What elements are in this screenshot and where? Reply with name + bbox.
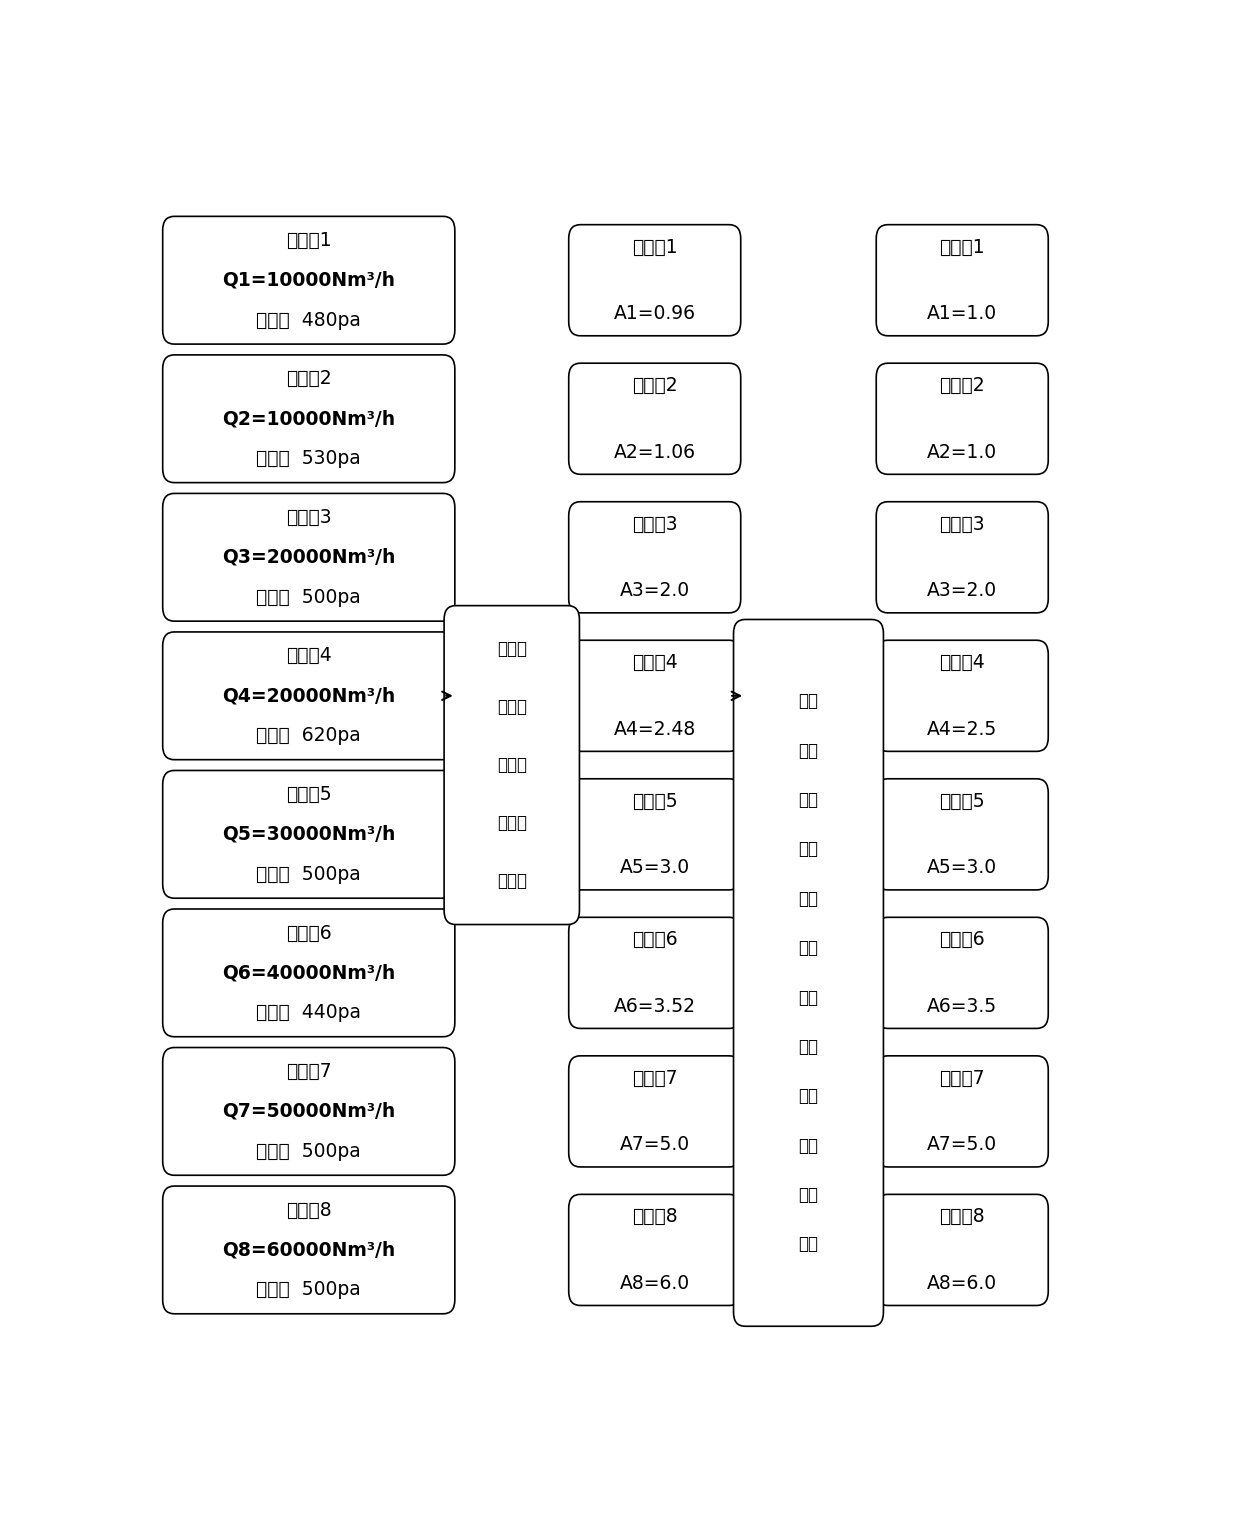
FancyBboxPatch shape (569, 501, 740, 614)
FancyBboxPatch shape (162, 909, 455, 1036)
Text: 排放点4: 排放点4 (632, 653, 677, 673)
FancyBboxPatch shape (734, 620, 883, 1326)
FancyBboxPatch shape (877, 1194, 1048, 1306)
Text: 风压：  440pa: 风压： 440pa (257, 1003, 361, 1023)
FancyBboxPatch shape (569, 1194, 740, 1306)
Text: 排放点5: 排放点5 (940, 792, 985, 811)
FancyBboxPatch shape (877, 224, 1048, 336)
FancyBboxPatch shape (569, 779, 740, 889)
FancyBboxPatch shape (162, 355, 455, 483)
Text: 排放点3: 排放点3 (286, 508, 331, 527)
Text: 排放点5: 排放点5 (632, 792, 677, 811)
Text: Q7=50000Nm³/h: Q7=50000Nm³/h (222, 1101, 396, 1121)
Text: 排放点8: 排放点8 (940, 1207, 985, 1226)
Text: A5=3.0: A5=3.0 (620, 857, 689, 877)
Text: 参数: 参数 (799, 1186, 818, 1204)
Text: 确度: 确度 (799, 989, 818, 1006)
FancyBboxPatch shape (877, 1056, 1048, 1167)
Text: 风压：  480pa: 风压： 480pa (257, 311, 361, 330)
Text: 排放点1: 排放点1 (286, 230, 331, 250)
Text: 排放点4: 排放点4 (286, 647, 331, 665)
Text: 排放点6: 排放点6 (632, 930, 677, 948)
FancyBboxPatch shape (569, 917, 740, 1029)
Text: 排放点2: 排放点2 (286, 370, 331, 388)
Text: 后等比: 后等比 (497, 814, 527, 832)
FancyBboxPatch shape (162, 1047, 455, 1176)
Text: 排放点2: 排放点2 (632, 376, 677, 395)
Text: 求，: 求， (799, 1088, 818, 1106)
Text: 对系: 对系 (799, 841, 818, 859)
FancyBboxPatch shape (444, 606, 579, 924)
FancyBboxPatch shape (569, 224, 740, 336)
Text: A8=6.0: A8=6.0 (928, 1274, 997, 1292)
Text: Q8=60000Nm³/h: Q8=60000Nm³/h (222, 1241, 396, 1259)
Text: Q4=20000Nm³/h: Q4=20000Nm³/h (222, 686, 396, 706)
Text: 排放点7: 排放点7 (940, 1068, 985, 1088)
FancyBboxPatch shape (877, 917, 1048, 1029)
Text: 风压：  500pa: 风压： 500pa (257, 1280, 361, 1300)
Text: A2=1.06: A2=1.06 (614, 442, 696, 462)
Text: 排放点2: 排放点2 (940, 376, 985, 395)
Text: A7=5.0: A7=5.0 (620, 1135, 689, 1154)
FancyBboxPatch shape (569, 364, 740, 474)
Text: Q5=30000Nm³/h: Q5=30000Nm³/h (222, 824, 396, 844)
Text: 排放点8: 排放点8 (632, 1207, 677, 1226)
Text: 排放点7: 排放点7 (632, 1068, 677, 1088)
Text: 排放点4: 排放点4 (940, 653, 985, 673)
Text: 工况: 工况 (799, 791, 818, 809)
Text: 排放点6: 排放点6 (286, 924, 331, 942)
Text: A5=3.0: A5=3.0 (928, 857, 997, 877)
Text: 风压：  500pa: 风压： 500pa (257, 588, 361, 606)
Text: 排放点7: 排放点7 (286, 1062, 331, 1082)
Text: 排放点1: 排放点1 (632, 238, 677, 256)
Text: 风压：  500pa: 风压： 500pa (257, 865, 361, 883)
Text: 排放点6: 排放点6 (940, 930, 985, 948)
Text: A1=1.0: A1=1.0 (928, 305, 997, 323)
Text: 排放点5: 排放点5 (286, 785, 331, 804)
FancyBboxPatch shape (569, 1056, 740, 1167)
Text: 风压：  620pa: 风压： 620pa (257, 726, 361, 745)
Text: A6=3.5: A6=3.5 (928, 997, 997, 1015)
Text: 统参: 统参 (799, 889, 818, 907)
Text: 排放点3: 排放点3 (632, 515, 677, 533)
FancyBboxPatch shape (877, 641, 1048, 751)
FancyBboxPatch shape (162, 494, 455, 621)
Text: 排放点: 排放点 (497, 639, 527, 658)
Text: A3=2.0: A3=2.0 (620, 582, 689, 600)
FancyBboxPatch shape (162, 1186, 455, 1314)
Text: 排放点1: 排放点1 (940, 238, 985, 256)
Text: Q6=40000Nm³/h: Q6=40000Nm³/h (222, 964, 396, 982)
FancyBboxPatch shape (877, 364, 1048, 474)
Text: A2=1.0: A2=1.0 (928, 442, 997, 462)
Text: A1=0.96: A1=0.96 (614, 305, 696, 323)
Text: 以风压: 以风压 (497, 756, 527, 774)
Text: A6=3.52: A6=3.52 (614, 997, 696, 1015)
Text: 实际: 实际 (799, 742, 818, 759)
Text: 例缩减: 例缩减 (497, 873, 527, 891)
FancyBboxPatch shape (569, 641, 740, 751)
Text: A7=5.0: A7=5.0 (928, 1135, 997, 1154)
Text: 取整: 取整 (799, 1235, 818, 1253)
Text: 排放点8: 排放点8 (286, 1200, 331, 1220)
Text: 风量乘: 风量乘 (497, 698, 527, 717)
Text: Q3=20000Nm³/h: Q3=20000Nm³/h (222, 548, 396, 567)
Text: Q2=10000Nm³/h: Q2=10000Nm³/h (222, 409, 396, 429)
Text: A3=2.0: A3=2.0 (928, 582, 997, 600)
Text: 数准: 数准 (799, 939, 818, 957)
Text: 排放点3: 排放点3 (940, 515, 985, 533)
Text: 的要: 的要 (799, 1038, 818, 1056)
Text: Q1=10000Nm³/h: Q1=10000Nm³/h (222, 271, 396, 289)
Text: 风压：  530pa: 风压： 530pa (257, 448, 361, 468)
Text: A8=6.0: A8=6.0 (620, 1274, 689, 1292)
Text: 进行: 进行 (799, 1136, 818, 1154)
Text: 根据: 根据 (799, 692, 818, 711)
FancyBboxPatch shape (162, 632, 455, 759)
Text: A4=2.5: A4=2.5 (928, 720, 997, 738)
FancyBboxPatch shape (877, 501, 1048, 614)
Text: 风压：  500pa: 风压： 500pa (257, 1142, 361, 1160)
FancyBboxPatch shape (162, 771, 455, 898)
FancyBboxPatch shape (162, 217, 455, 344)
Text: A4=2.48: A4=2.48 (614, 720, 696, 738)
FancyBboxPatch shape (877, 779, 1048, 889)
